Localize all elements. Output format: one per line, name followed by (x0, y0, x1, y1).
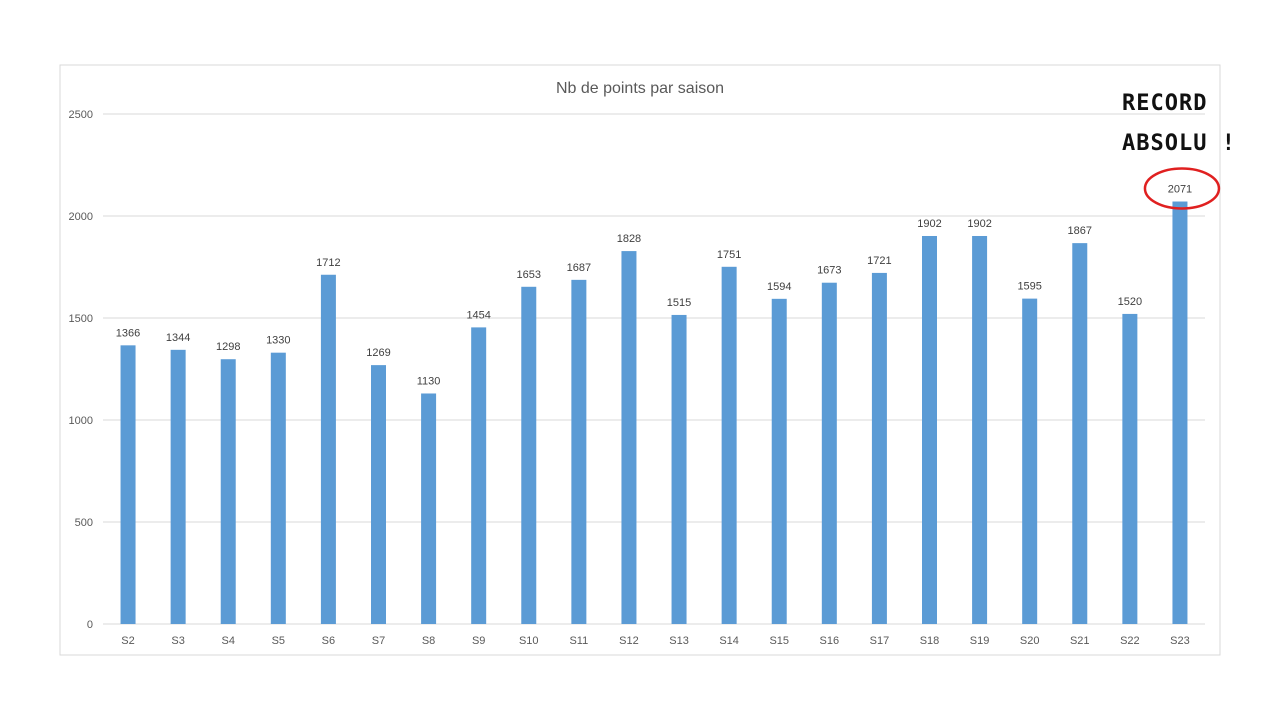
x-tick-label: S10 (519, 635, 539, 647)
bars (120, 201, 1188, 625)
data-label: 1687 (567, 262, 591, 274)
bar-S11 (571, 279, 587, 624)
x-tick-label: S3 (171, 635, 184, 647)
gridlines (103, 113, 1205, 625)
y-tick-label: 2000 (69, 211, 93, 223)
y-tick-label: 2500 (69, 109, 93, 121)
data-label: 1721 (867, 255, 891, 267)
x-tick-label: S12 (619, 635, 639, 647)
bar-S6 (320, 274, 336, 624)
data-label: 1269 (366, 347, 390, 359)
data-label: 1902 (967, 218, 991, 230)
data-label: 1344 (166, 332, 190, 344)
x-tick-label: S7 (372, 635, 385, 647)
x-tick-label: S14 (719, 635, 739, 647)
bar-S16 (821, 282, 837, 624)
y-tick-label: 0 (87, 619, 93, 631)
y-tick-label: 1000 (69, 415, 93, 427)
x-tick-label: S9 (472, 635, 485, 647)
bar-S22 (1122, 313, 1138, 624)
bar-S20 (1022, 298, 1038, 624)
x-tick-label: S19 (970, 635, 990, 647)
x-tick-label: S18 (920, 635, 940, 647)
data-label: 1130 (417, 375, 441, 387)
x-tick-label: S5 (272, 635, 285, 647)
bar-S5 (270, 352, 286, 624)
x-tick-label: S20 (1020, 635, 1040, 647)
x-tick-label: S21 (1070, 635, 1090, 647)
x-tick-label: S11 (569, 635, 588, 647)
bar-S18 (922, 235, 937, 624)
x-tick-label: S4 (221, 635, 234, 647)
bar-S19 (972, 235, 988, 624)
x-tick-label: S13 (669, 635, 689, 647)
x-tick-label: S17 (870, 635, 890, 647)
data-label: 1595 (1017, 281, 1041, 293)
x-tick-label: S15 (769, 635, 789, 647)
data-label: 2071 (1168, 184, 1192, 196)
bar-S8 (421, 393, 437, 624)
data-label: 1330 (266, 335, 290, 347)
bar-S10 (521, 286, 537, 624)
data-labels: 1366 1344 1298 1330 1712 1269 1130 1454 1653 1687… (116, 184, 1192, 388)
data-label: 1594 (767, 281, 791, 293)
data-label: 1515 (667, 297, 691, 309)
bar-S15 (771, 298, 787, 624)
data-label: 1653 (517, 269, 541, 281)
data-label: 1902 (917, 218, 941, 230)
data-label: 1520 (1118, 296, 1142, 308)
x-tick-label: S22 (1120, 635, 1140, 647)
y-axis: 0 500 1000 1500 2000 2500 (69, 109, 93, 631)
data-label: 1867 (1068, 225, 1092, 237)
annotation-line-2: ABSOLU ! (1122, 131, 1236, 156)
data-label: 1366 (116, 327, 140, 339)
y-tick-label: 500 (75, 517, 93, 529)
x-tick-label: S16 (820, 635, 840, 647)
x-tick-label: S6 (322, 635, 335, 647)
data-label: 1751 (717, 249, 741, 261)
bar-S13 (671, 314, 687, 624)
x-axis: S2 S3 S4 S5 S6 S7 S8 S9 S10 S11 S12 S13 S14 S15 S16 S17… (121, 635, 1189, 647)
highlight-circle (1143, 167, 1221, 210)
x-tick-label: S8 (422, 635, 435, 647)
y-tick-label: 1500 (69, 313, 93, 325)
bar-S17 (871, 272, 887, 624)
bar-S4 (220, 359, 236, 624)
bar-S3 (170, 349, 186, 624)
bar-S23 (1172, 201, 1188, 625)
chart-title: Nb de points par saison (556, 80, 724, 97)
bar-S21 (1072, 243, 1088, 624)
x-tick-label: S23 (1170, 635, 1190, 647)
bar-S2 (120, 345, 136, 624)
bar-S12 (621, 251, 637, 624)
annotation-line-1: RECORD (1122, 91, 1207, 116)
data-label: 1673 (817, 265, 841, 277)
data-label: 1454 (466, 309, 490, 321)
x-tick-label: S2 (121, 635, 134, 647)
bar-S14 (721, 266, 737, 624)
data-label: 1712 (316, 257, 340, 269)
data-label: 1828 (617, 233, 641, 245)
bar-S7 (371, 365, 386, 624)
bar-S9 (471, 327, 487, 624)
data-label: 1298 (216, 341, 240, 353)
